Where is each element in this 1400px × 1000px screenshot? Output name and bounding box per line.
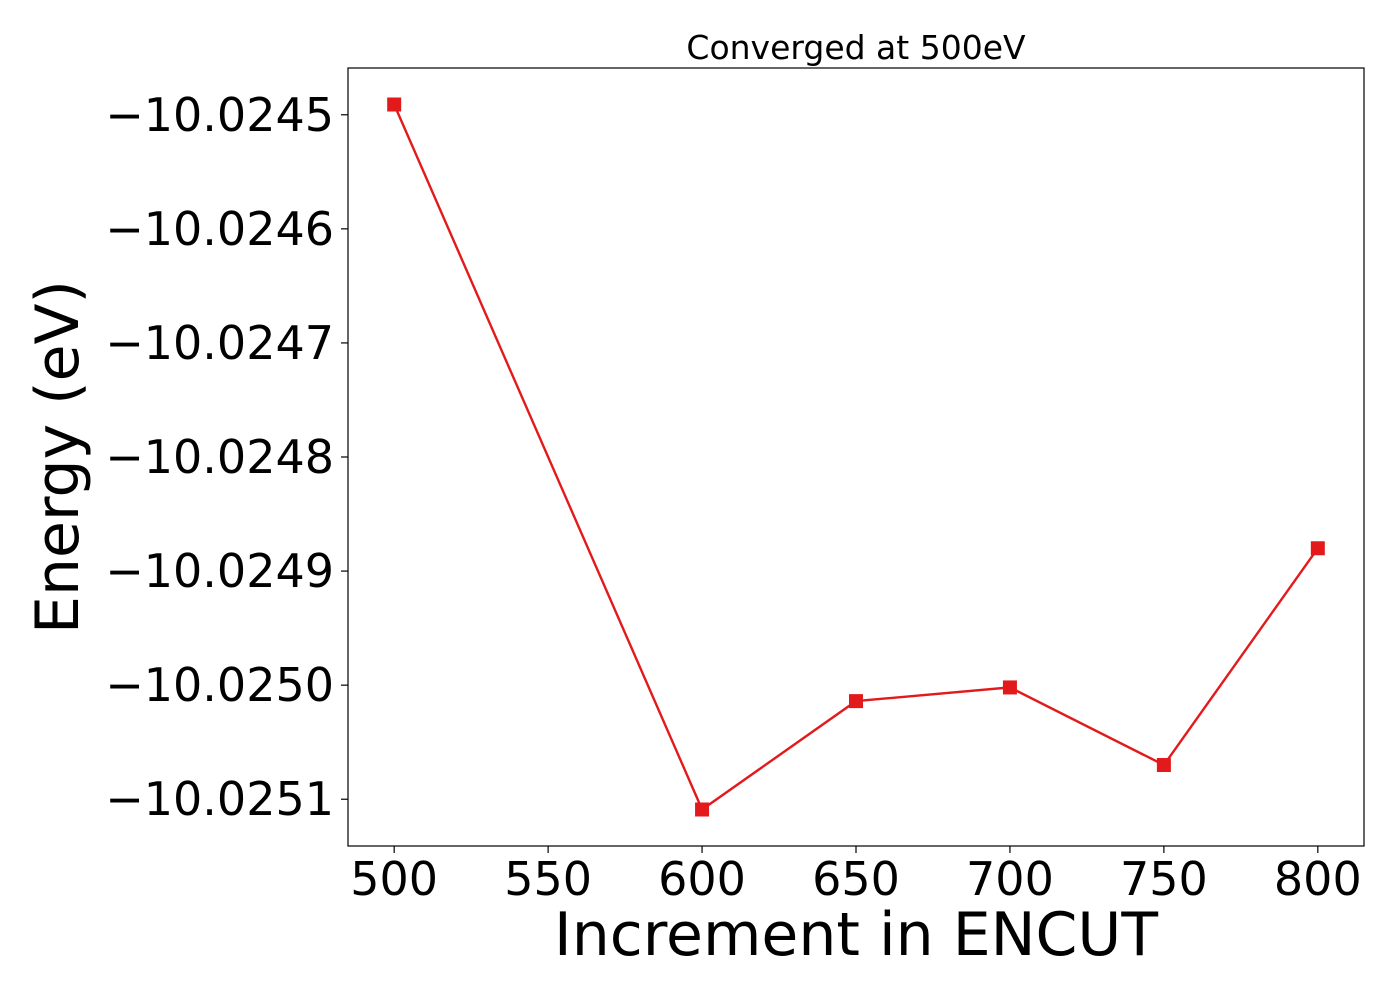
x-tick-label: 700 (966, 852, 1054, 906)
data-point-marker (695, 802, 710, 817)
x-tick-label: 500 (350, 852, 438, 906)
x-tick-label: 750 (1120, 852, 1208, 906)
y-axis-title: Energy (eV) (23, 280, 93, 634)
chart-title: Converged at 500eV (686, 28, 1026, 67)
data-point-marker (1002, 680, 1017, 695)
x-axis-title: Increment in ENCUT (554, 900, 1158, 970)
y-tick-label: −10.0245 (105, 88, 334, 142)
y-tick-label: −10.0246 (105, 202, 334, 256)
y-axis-ticks: −10.0245 −10.0246 −10.0247 −10.0248 −10.0249… (105, 88, 348, 826)
x-axis-ticks: 500 550 600 650 700 750 800 (350, 846, 1362, 906)
y-tick-label: −10.0250 (105, 658, 334, 712)
data-point-marker (1310, 541, 1325, 556)
series-layer (387, 97, 1325, 817)
x-tick-label: 550 (504, 852, 592, 906)
data-point-marker (849, 694, 863, 709)
data-point-marker (387, 97, 402, 112)
series-line (393, 104, 1319, 812)
y-tick-label: −10.0247 (105, 316, 334, 370)
data-point-marker (1156, 758, 1171, 773)
x-tick-label: 800 (1274, 852, 1362, 906)
plot-frame (347, 67, 1365, 847)
y-tick-label: −10.0248 (105, 430, 334, 484)
x-tick-label: 600 (658, 852, 746, 906)
x-tick-label: 650 (812, 852, 900, 906)
y-tick-label: −10.0251 (105, 772, 334, 826)
y-tick-label: −10.0249 (105, 544, 334, 598)
